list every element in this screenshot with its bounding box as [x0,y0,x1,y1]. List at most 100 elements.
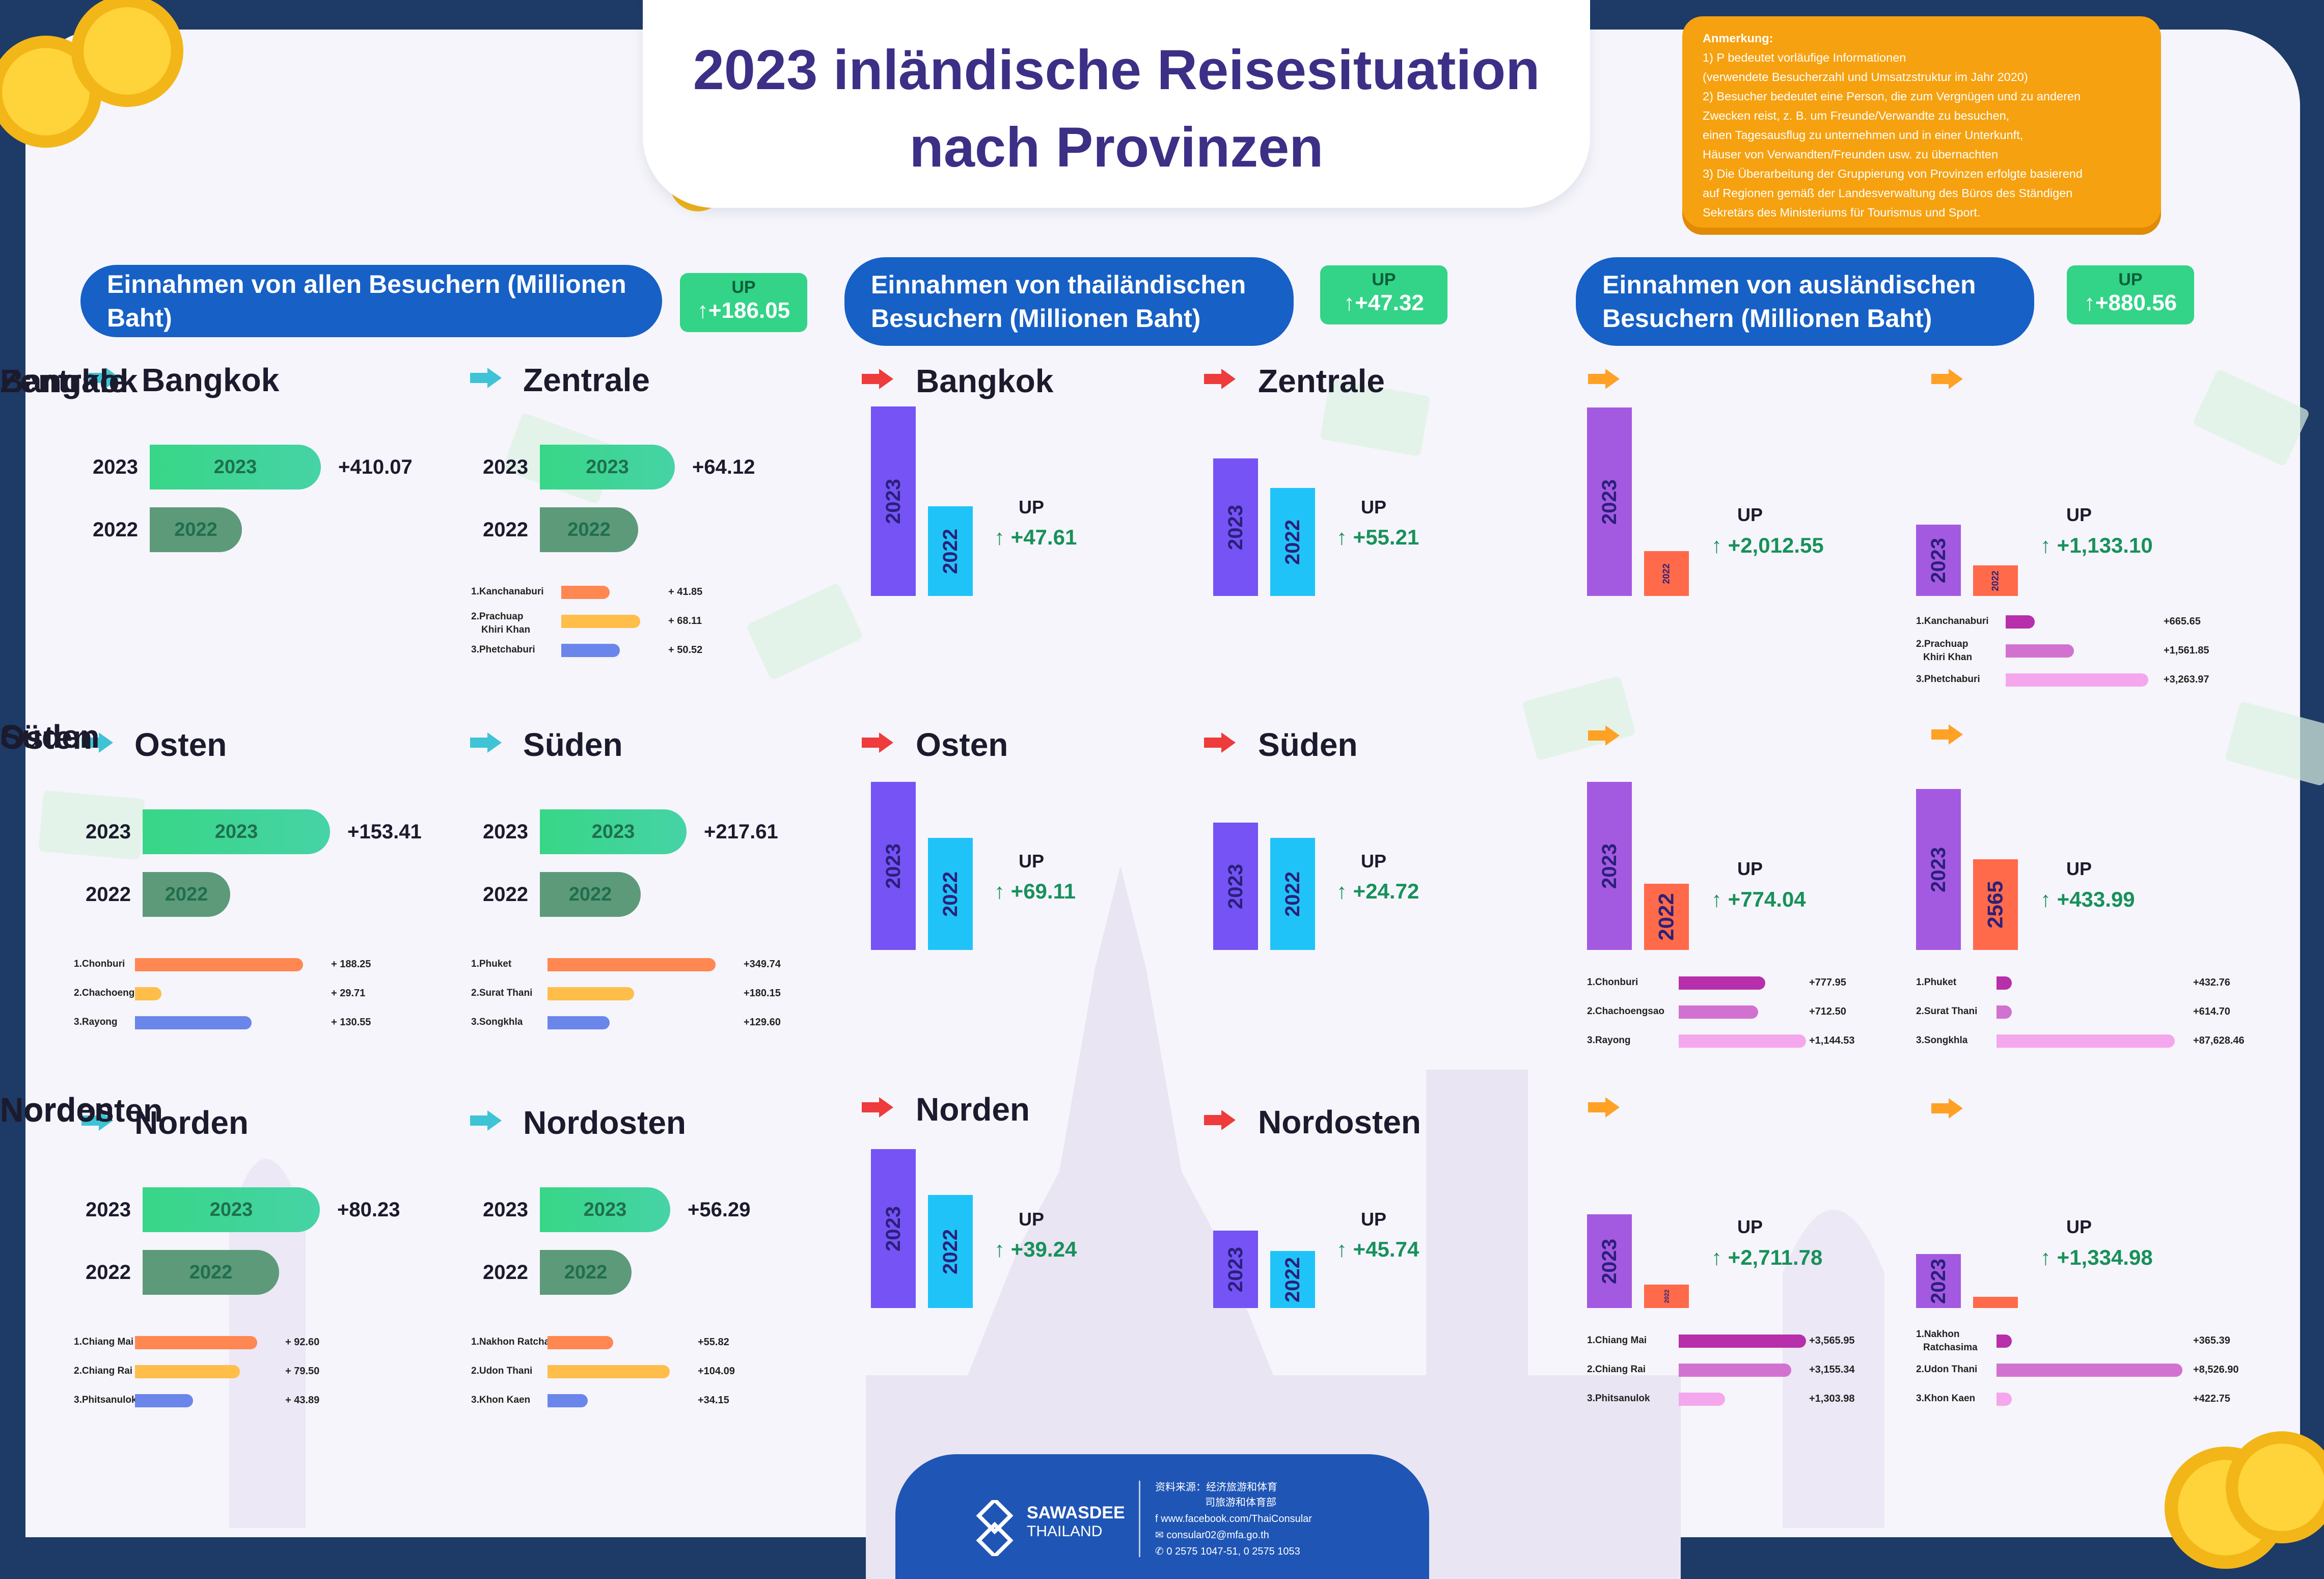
province-name: 1.Chiang Mai [1587,1335,1647,1346]
province-bar [548,987,634,1000]
year-label: 2023 [86,1199,131,1221]
up-label: UP [1361,851,1387,872]
province-bar [561,586,610,599]
province-value: +712.50 [1809,1006,1846,1017]
province-value: +8,526.90 [2193,1364,2239,1375]
bar-2022: 2022 [540,507,638,552]
page-background [25,30,2300,1537]
bar-2023: 2023 [1587,782,1632,950]
up-total: ↑+880.56 [2084,290,2177,315]
year-label: 2022 [483,1261,528,1284]
province-value: + 68.11 [668,615,702,627]
arrow-icon [862,732,893,753]
province-name: 2.Udon Thani [1916,1364,1978,1375]
up-total: ↑+186.05 [697,298,790,323]
bar-2022: 2022 [540,872,641,917]
thai-visitors-title: Einnahmen von thailändischen Besuchern (… [871,270,1246,333]
region-title: Süden [1258,726,1358,763]
region-title: Süden [523,726,623,763]
up-label: UP [2066,504,2092,525]
bar-2022-label: 2022 [1281,519,1304,565]
province-value: +432.76 [2193,977,2230,988]
province-name: 2.Surat Thani [1916,1006,1978,1017]
province-bar [135,958,303,971]
province-bar [1679,1393,1726,1406]
province-value: +1,561.85 [2164,645,2209,656]
page-title: 2023 inländische Reisesituation nach Pro… [643,32,1590,186]
up-label: UP [1737,1216,1763,1237]
facebook-row[interactable]: f www.facebook.com/ThaiConsular [1155,1511,1312,1527]
change-value: ↑ +774.04 [1711,887,1806,911]
province-name: 3.Phitsanulok [1587,1393,1650,1404]
bar-2022: 2022 [928,838,973,950]
note-line: 1) P bedeutet vorläufige Informationen [1703,51,1906,64]
phone-row: ✆ 0 2575 1047-51, 0 2575 1053 [1155,1544,1300,1559]
email-row[interactable]: ✉ consular02@mfa.go.th [1155,1528,1269,1543]
region-title: Nordosten [1258,1104,1421,1140]
province-name: 1.Nakhon [1916,1329,1960,1340]
province-name: 1.Chonburi [1587,977,1638,988]
change-value: +64.12 [692,456,755,478]
province-value: +34.15 [698,1395,729,1406]
province-value: + 130.55 [331,1017,371,1028]
foreign-visitors-title-pill: Einnahmen von ausländischen Besuchern (M… [1576,257,2034,346]
province-value: +1,303.98 [1809,1393,1855,1404]
up-total: ↑+47.32 [1344,290,1424,315]
facebook-icon: f [1155,1513,1158,1524]
note-line: 2) Besucher bedeutet eine Person, die zu… [1703,90,2081,103]
arrow-icon [470,1110,502,1131]
arrow-icon [470,368,502,388]
bar-2023: 2023 [871,1149,916,1308]
province-name: 2.Chachoengsao [1587,1006,1665,1017]
note-line: (verwendete Besucherzahl und Umsatzstruk… [1703,70,2028,84]
change-value: ↑ +2,711.78 [1711,1245,1823,1269]
year-label: 2022 [86,883,131,906]
bar-2022: 2022 [143,1250,279,1295]
province-bar [1679,1364,1792,1377]
bar-2023-label: 2023 [882,478,905,524]
note-line: Häuser von Verwandten/Freunden usw. zu ü… [1703,148,1999,161]
province-bar [1997,1005,2012,1019]
bar-2022: 2022 [150,507,242,552]
province-value: +104.09 [698,1366,735,1377]
province-name: 2.Chachoengsao [74,988,152,998]
bar-2023: 2023 [1916,525,1961,596]
province-name: 2.Chiang Rai [1587,1364,1646,1375]
up-label: UP [1372,270,1396,289]
province-value: + 92.60 [285,1337,320,1348]
province-bar [2006,644,2074,658]
province-value: + 41.85 [668,586,703,597]
bar-2023-label: 2023 [1598,843,1621,889]
province-name: 3.Rayong [1587,1035,1631,1046]
note-line: auf Regionen gemäß der Landesverwaltung … [1703,186,2073,200]
bar-2023-label: 2023 [882,1206,905,1251]
bar-2022-label: 2022 [1281,1257,1304,1302]
year-label: 2022 [86,1261,131,1284]
bar-2023: 2023 [1916,1254,1961,1308]
arrow-icon [862,1097,893,1118]
bar-2023: 2023 [143,1187,320,1232]
note-line: Sekretärs des Ministeriums für Tourismus… [1703,206,1981,219]
province-name: Ratchasima [1923,1342,1978,1353]
province-bar [1679,1005,1758,1019]
bar-2023: 2023 [871,406,916,596]
bar-2023-label: 2023 [1927,1258,1950,1304]
province-name: 2.Surat Thani [471,988,533,998]
region-title: Norden [916,1091,1030,1128]
bar-2022: 2022 [1644,884,1689,950]
province-name: 3.Songkhla [471,1017,523,1027]
arrow-icon [1588,369,1620,389]
sawasdee-logo-icon [976,1500,1014,1556]
province-bar [548,1336,613,1349]
bar-2022-label: 2022 [1990,570,2001,591]
arrow-icon [1204,732,1236,753]
bar-2022: 2022 [1973,565,2018,596]
region-title: Nordosten [0,1092,163,1129]
region-title: Bangkok [142,362,280,398]
change-value: ↑ +1,334.98 [2040,1245,2153,1269]
arrow-icon [1204,369,1236,389]
province-value: +665.65 [2164,616,2201,627]
bar-2022-label: 2022 [939,871,962,917]
source-line-2: 司旅游和体育部 [1205,1497,1276,1508]
province-value: +129.60 [744,1017,781,1028]
